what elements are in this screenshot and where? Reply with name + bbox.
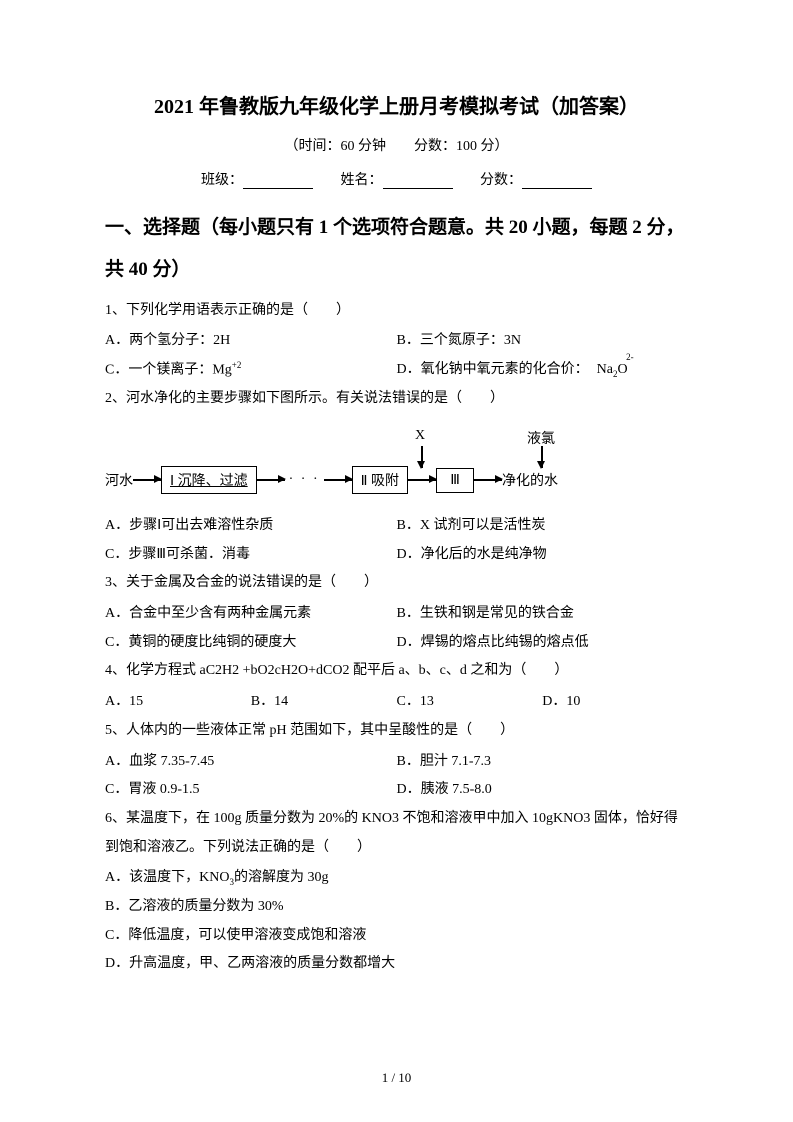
q3-stem: 3、关于金属及合金的说法错误的是（ ） (105, 569, 688, 598)
q4-row: A．15 B．14 C．13 D．10 (105, 688, 688, 717)
q2-opt-a[interactable]: A．步骤Ⅰ可出去难溶性杂质 (105, 512, 397, 541)
q5-row2: C．胃液 0.9-1.5 D．胰液 7.5-8.0 (105, 776, 688, 805)
q6a-pre: A．该温度下，KNO (105, 870, 229, 885)
q6-b: B．乙溶液的质量分数为 30% (105, 893, 688, 922)
arrow-5 (474, 479, 502, 481)
q6-opt-c[interactable]: C．降低温度，可以使甲溶液变成饱和溶液 (105, 922, 688, 951)
box-2: Ⅱ 吸附 (352, 466, 408, 494)
charge: 2- (626, 348, 634, 366)
q6-c: C．降低温度，可以使甲溶液变成饱和溶液 (105, 922, 688, 951)
arrow-down-x (421, 446, 423, 468)
q1-opt-b[interactable]: B．三个氮原子：3N (397, 327, 689, 356)
q6-opt-a[interactable]: A．该温度下，KNO3的溶解度为 30g (105, 864, 688, 893)
q4-opt-d[interactable]: D．10 (542, 688, 688, 717)
q3-opt-b[interactable]: B．生铁和钢是常见的铁合金 (397, 600, 689, 629)
q6-d: D．升高温度，甲、乙两溶液的质量分数都增大 (105, 950, 688, 979)
box-3: Ⅲ (436, 468, 474, 493)
q1-row2: C．一个镁离子：Mg+2 D．氧化钠中氧元素的化合价： Na2O2- (105, 356, 688, 385)
q3-opt-c[interactable]: C．黄铜的硬度比纯铜的硬度大 (105, 629, 397, 658)
q2-opt-b[interactable]: B．X 试剂可以是活性炭 (397, 512, 689, 541)
label-chlorine: 液氯 (527, 428, 555, 448)
class-blank[interactable] (243, 175, 313, 189)
arrow-1 (133, 479, 161, 481)
arrow-2 (257, 479, 285, 481)
q2-flowchart: X 液氯 河水 Ⅰ 沉降、过滤 · · · Ⅱ 吸附 Ⅲ 净化的水 (105, 428, 688, 502)
page-number: 1 / 10 (0, 1070, 793, 1086)
exam-title: 2021 年鲁教版九年级化学上册月考模拟考试（加答案） (105, 90, 688, 119)
q6-opt-b[interactable]: B．乙溶液的质量分数为 30% (105, 893, 688, 922)
na2o-formula: Na2O2- (597, 356, 628, 385)
q2-opt-c[interactable]: C．步骤Ⅲ可杀菌．消毒 (105, 541, 397, 570)
q5-opt-b[interactable]: B．胆汁 7.1-7.3 (397, 748, 689, 777)
flow-row: 河水 Ⅰ 沉降、过滤 · · · Ⅱ 吸附 Ⅲ 净化的水 (105, 466, 558, 494)
q5-row1: A．血浆 7.35-7.45 B．胆汁 7.1-7.3 (105, 748, 688, 777)
q5-opt-a[interactable]: A．血浆 7.35-7.45 (105, 748, 397, 777)
q5-stem: 5、人体内的一些液体正常 pH 范围如下，其中呈酸性的是（ ） (105, 717, 688, 746)
q6-a: A．该温度下，KNO3的溶解度为 30g (105, 864, 688, 893)
class-label: 班级： (201, 173, 243, 188)
q1-row1: A．两个氢分子：2H B．三个氮原子：3N (105, 327, 688, 356)
time-score: （时间：60 分钟 分数：100 分） (105, 135, 688, 155)
q3-row2: C．黄铜的硬度比纯铜的硬度大 D．焊锡的熔点比纯锡的熔点低 (105, 629, 688, 658)
dots: · · · (285, 472, 324, 488)
q1c-prefix: C．一个镁离子：Mg (105, 363, 232, 378)
q1-stem: 1、下列化学用语表示正确的是（ ） (105, 297, 688, 326)
q1c-sup: +2 (232, 360, 242, 370)
q2-row1: A．步骤Ⅰ可出去难溶性杂质 B．X 试剂可以是活性炭 (105, 512, 688, 541)
score-blank[interactable] (522, 175, 592, 189)
q6-stem: 6、某温度下，在 100g 质量分数为 20%的 KNO3 不饱和溶液甲中加入 … (105, 805, 688, 862)
q3-opt-d[interactable]: D．焊锡的熔点比纯锡的熔点低 (397, 629, 689, 658)
q5-opt-c[interactable]: C．胃液 0.9-1.5 (105, 776, 397, 805)
q6a-suf: 的溶解度为 30g (234, 870, 329, 885)
q1d-prefix: D．氧化钠中氧元素的化合价： (397, 362, 589, 377)
section-1-header: 一、选择题（每小题只有 1 个选项符合题意。共 20 小题，每题 2 分，共 4… (105, 207, 688, 291)
arrow-down-chlorine (541, 446, 543, 468)
q4-opt-b[interactable]: B．14 (251, 688, 397, 717)
q4-opt-c[interactable]: C．13 (397, 688, 543, 717)
q5-opt-d[interactable]: D．胰液 7.5-8.0 (397, 776, 689, 805)
box-1: Ⅰ 沉降、过滤 (161, 466, 257, 494)
label-output: 净化的水 (502, 470, 558, 490)
label-river: 河水 (105, 470, 133, 490)
q4-opt-a[interactable]: A．15 (105, 688, 251, 717)
student-info-row: 班级： 姓名： 分数： (105, 169, 688, 189)
label-x: X (415, 428, 425, 444)
q3-opt-a[interactable]: A．合金中至少含有两种金属元素 (105, 600, 397, 629)
q1-opt-a[interactable]: A．两个氢分子：2H (105, 327, 397, 356)
score-label: 分数： (480, 173, 522, 188)
arrow-4 (408, 479, 436, 481)
q2-opt-d[interactable]: D．净化后的水是纯净物 (397, 541, 689, 570)
q2-stem: 2、河水净化的主要步骤如下图所示。有关说法错误的是（ ） (105, 385, 688, 414)
na: Na (597, 362, 613, 377)
arrow-3 (324, 479, 352, 481)
q1-opt-c[interactable]: C．一个镁离子：Mg+2 (105, 356, 397, 385)
q2-row2: C．步骤Ⅲ可杀菌．消毒 D．净化后的水是纯净物 (105, 541, 688, 570)
q1-opt-d[interactable]: D．氧化钠中氧元素的化合价： Na2O2- (397, 356, 689, 385)
q6-opt-d[interactable]: D．升高温度，甲、乙两溶液的质量分数都增大 (105, 950, 688, 979)
name-blank[interactable] (383, 175, 453, 189)
q3-row1: A．合金中至少含有两种金属元素 B．生铁和钢是常见的铁合金 (105, 600, 688, 629)
q4-stem: 4、化学方程式 aC2H2 +bO2cH2O+dCO2 配平后 a、b、c、d … (105, 657, 688, 686)
name-label: 姓名： (341, 173, 383, 188)
